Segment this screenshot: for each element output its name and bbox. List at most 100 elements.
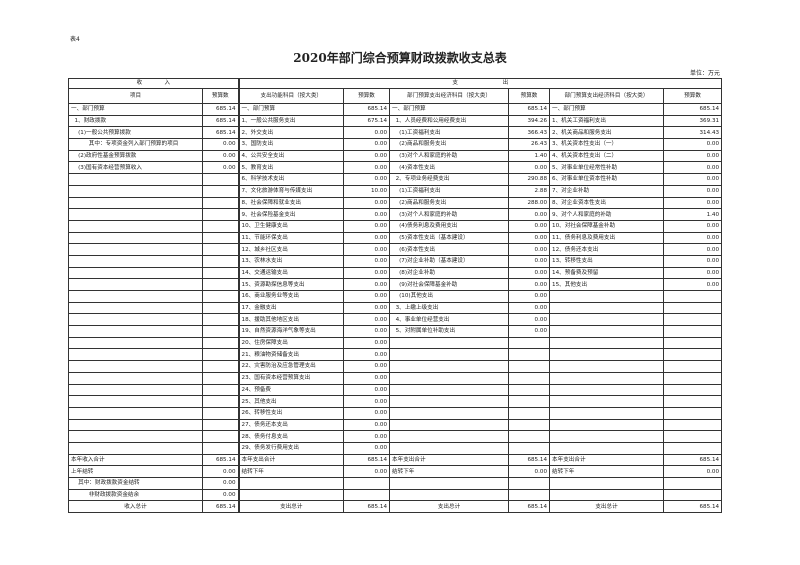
income-item-cell	[68, 196, 203, 210]
function-item-cell: 3、国防支出	[237, 138, 345, 151]
econ-amount-b-cell	[663, 441, 723, 455]
econ-item-a-cell: (4)资本性支出	[389, 161, 510, 175]
function-amount-cell: 0.00	[343, 465, 391, 478]
econ-amount-a-cell: 685.14	[508, 453, 551, 467]
econ-item-b-cell	[549, 360, 665, 373]
econ-amount-b-cell	[663, 360, 723, 373]
econ-item-b-cell	[549, 441, 665, 455]
table-row: 22、灾害防治及应急管理支出 0.00	[68, 360, 723, 373]
econ-item-b-cell: 本年支出合计	[549, 453, 665, 467]
income-item-cell: 本年收入合计	[68, 453, 203, 467]
table-row: 其中：专项资金列入部门预算的项目 0.00 3、国防支出 0.00 (2)商品和服务支…	[68, 138, 723, 151]
econ-amount-a-cell: 0.00	[508, 301, 551, 315]
function-item-cell: 12、城乡社区支出	[237, 243, 345, 256]
table-row: 11、节能环保支出 0.00 (5)资本性支出（基本建设） 0.00 11、债务利息及…	[68, 231, 723, 245]
econ-item-b-cell	[549, 336, 665, 350]
function-item-cell: 2、外交支出	[237, 126, 345, 140]
function-item-cell: 22、灾害防治及应急管理支出	[237, 360, 345, 373]
income-amount-cell	[201, 184, 240, 198]
function-item-cell: 19、自然资源海洋气象等支出	[237, 325, 345, 338]
income-item-cell	[68, 290, 203, 303]
econ-item-a-cell: (10)其他支出	[389, 290, 510, 303]
table-number-label: 表4	[70, 36, 80, 43]
function-amount-cell: 0.00	[343, 313, 391, 327]
function-item-cell: 支出总计	[237, 500, 345, 514]
table-row: 1、财政拨款 685.14 1、一般公共服务支出 675.14 1、人员经费和公用经费…	[68, 114, 723, 128]
econ-amount-a-cell: 26.43	[508, 138, 551, 151]
econ-item-a-cell	[389, 418, 510, 432]
function-amount-cell: 0.00	[343, 406, 391, 420]
function-item-cell: 15、资源勘探信息等支出	[237, 278, 345, 291]
function-amount-cell: 675.14	[343, 114, 391, 128]
function-amount-cell: 0.00	[343, 149, 391, 163]
econ-amount-b-cell	[663, 488, 723, 502]
econ-item-a-cell	[389, 406, 510, 420]
econ-amount-b-cell	[663, 371, 723, 385]
econ-item-b-cell: 7、对企业补助	[549, 184, 665, 198]
income-amount-cell	[201, 418, 240, 432]
income-amount-cell: 685.14	[201, 500, 240, 514]
function-item-cell: 8、社会保障和就业支出	[237, 196, 345, 210]
econ-item-b-cell: 10、对社会保障基金补助	[549, 219, 665, 233]
income-amount-cell	[201, 313, 240, 327]
function-item-cell: 5、教育支出	[237, 161, 345, 175]
econ-item-b-cell: 一、部门预算	[549, 103, 665, 116]
function-amount-cell: 685.14	[343, 103, 391, 116]
function-amount-cell	[343, 477, 391, 490]
econ-item-b-cell: 15、其他支出	[549, 278, 665, 291]
income-amount-cell	[201, 325, 240, 338]
income-item-cell	[68, 383, 203, 397]
econ-amount-a-cell	[508, 360, 551, 373]
function-item-cell: 16、商业服务业等支出	[237, 290, 345, 303]
table-row: (3)国有资本经营预算收入 0.00 5、教育支出 0.00 (4)资本性支出 0.00…	[68, 161, 723, 175]
econ-item-b-cell: 12、债务还本支出	[549, 243, 665, 256]
income-item-cell	[68, 219, 203, 233]
econ-item-b-cell	[549, 301, 665, 315]
income-item-cell	[68, 278, 203, 291]
econ-item-a-cell: (6)资本性支出	[389, 243, 510, 256]
function-amount-cell: 0.00	[343, 126, 391, 140]
income-amount-cell	[201, 395, 240, 408]
econ-amount-b-cell	[663, 477, 723, 490]
income-item-cell: 收入总计	[68, 500, 203, 514]
function-amount-cell: 0.00	[343, 301, 391, 315]
income-amount-cell: 0.00	[201, 465, 240, 478]
econ-item-a-cell: (3)对个人和家庭的补助	[389, 208, 510, 221]
table-row: 8、社会保障和就业支出 0.00 (2)商品和服务支出 288.00 8、对企业资本性…	[68, 196, 723, 210]
table-row: 28、债务付息支出 0.00	[68, 430, 723, 443]
econ-amount-a-cell	[508, 348, 551, 362]
function-item-cell: 10、卫生健康支出	[237, 219, 345, 233]
econ-amount-b-cell: 0.00	[663, 465, 723, 478]
income-amount-cell	[201, 173, 240, 186]
footer-row: 上年结转 0.00 结转下年 0.00 结转下年 0.00 结转下年 0.00	[68, 465, 723, 478]
econ-item-a-cell	[389, 336, 510, 350]
function-item-cell: 27、债务还本支出	[237, 418, 345, 432]
econ-item-a-cell: 结转下年	[389, 465, 510, 478]
econ-amount-b-cell: 0.00	[663, 196, 723, 210]
function-item-cell	[237, 477, 345, 490]
econ-amount-a-cell: 366.43	[508, 126, 551, 140]
table-row: 17、金融支出 0.00 3、上缴上级支出 0.00	[68, 301, 723, 315]
econ-amount-b-cell	[663, 313, 723, 327]
econ-item-b-cell	[549, 477, 665, 490]
income-item-cell: 其中：专项资金列入部门预算的项目	[68, 138, 203, 151]
econ-item-a-cell: (1)工资福利支出	[389, 126, 510, 140]
econ-amount-b-cell	[663, 348, 723, 362]
income-item-cell: (1)一般公共预算拨款	[68, 126, 203, 140]
income-amount-cell: 0.00	[201, 138, 240, 151]
econ-item-a-cell	[389, 488, 510, 502]
econ-item-b-cell: 14、预备费及预留	[549, 266, 665, 280]
income-item-cell: (2)政府性基金预算拨款	[68, 149, 203, 163]
econ-amount-a-cell: 0.00	[508, 231, 551, 245]
econ-amount-a-cell: 0.00	[508, 254, 551, 268]
econ-item-b-cell: 支出总计	[549, 500, 665, 514]
table-row: 23、国有资本经营预算支出 0.00	[68, 371, 723, 385]
table-row: 24、预备费 0.00	[68, 383, 723, 397]
econ-item-b-cell: 9、对个人和家庭的补助	[549, 208, 665, 221]
function-item-cell: 21、粮油物资储备支出	[237, 348, 345, 362]
function-amount-cell: 0.00	[343, 371, 391, 385]
table-row: 26、转移性支出 0.00	[68, 406, 723, 420]
econ-amount-a-cell	[508, 383, 551, 397]
econ-amount-b-cell	[663, 301, 723, 315]
econ-amount-b-cell: 369.31	[663, 114, 723, 128]
